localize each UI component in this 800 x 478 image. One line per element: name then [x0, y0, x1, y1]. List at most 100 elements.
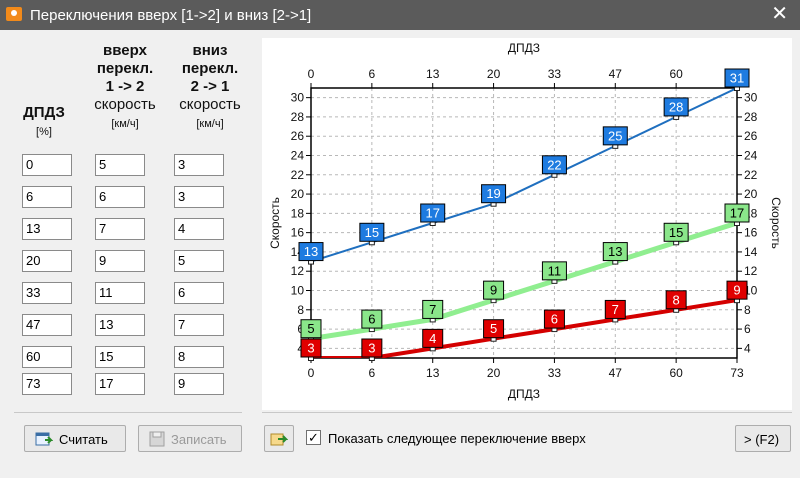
- up-header-line4: скорость: [94, 96, 156, 113]
- down-speed-cell[interactable]: 4: [174, 218, 224, 240]
- up-speed-cell[interactable]: 9: [95, 250, 145, 272]
- data-label-box: [481, 184, 507, 204]
- data-label: 5: [307, 321, 314, 336]
- up-speed-cell[interactable]: 7: [95, 218, 145, 240]
- down-speed-cell[interactable]: 9: [174, 373, 224, 395]
- data-label-box: [724, 68, 750, 88]
- data-label: 5: [490, 321, 497, 336]
- dpdz-cell[interactable]: 13: [22, 218, 72, 240]
- dpdz-cell[interactable]: 73: [22, 373, 72, 395]
- up-speed-cell[interactable]: 15: [95, 346, 145, 368]
- up-speed-cell[interactable]: 6: [95, 186, 145, 208]
- dpdz-header-label: ДПДЗ: [23, 104, 65, 121]
- calculate-button[interactable]: Считать: [24, 425, 126, 452]
- data-label: 9: [490, 283, 497, 298]
- data-label-box: [483, 280, 505, 300]
- save-icon: [149, 431, 165, 447]
- x-tick-label-top: 13: [426, 67, 440, 81]
- data-label-box: [422, 299, 444, 319]
- export-icon: [270, 433, 288, 446]
- y-tick-label-left: 22: [291, 168, 305, 182]
- data-label: 7: [612, 302, 619, 317]
- shift-chart: 0066131320203333474760607373446688101012…: [262, 38, 792, 410]
- data-label-box: [298, 242, 324, 262]
- close-icon[interactable]: ✕: [771, 3, 788, 25]
- dpdz-cell[interactable]: 0: [22, 154, 72, 176]
- separator: [262, 412, 792, 413]
- title-bar: Переключения вверх [1->2] и вниз [2->1] …: [0, 0, 800, 30]
- dpdz-cell[interactable]: 20: [22, 250, 72, 272]
- y-tick-label-left: 20: [291, 187, 305, 201]
- up-header-line2: перекл.: [96, 60, 154, 77]
- down-unit: [км/ч]: [196, 118, 224, 130]
- x-tick-label-top: 47: [609, 67, 623, 81]
- export-button[interactable]: [264, 425, 294, 452]
- data-label-box: [359, 222, 385, 242]
- data-label: 15: [669, 225, 683, 240]
- down-speed-cell[interactable]: 3: [174, 154, 224, 176]
- y-tick-label-left: 12: [291, 264, 305, 278]
- x-tick-label-bottom: 13: [426, 366, 440, 380]
- dpdz-unit: [%]: [36, 126, 52, 138]
- x-tick-label-bottom: 0: [308, 366, 315, 380]
- y-tick-label-right: 26: [744, 129, 758, 143]
- y-tick-label-right: 20: [744, 187, 758, 201]
- data-label: 31: [730, 71, 744, 86]
- data-label: 3: [368, 341, 375, 356]
- data-label: 28: [669, 99, 683, 114]
- data-label: 9: [733, 283, 740, 298]
- down-header-line3: 2 -> 1: [190, 78, 230, 95]
- y-tick-label-left: 26: [291, 129, 305, 143]
- data-label: 13: [304, 244, 318, 259]
- data-label-box: [724, 203, 750, 223]
- up-speed-cell[interactable]: 17: [95, 373, 145, 395]
- down-speed-cell[interactable]: 6: [174, 282, 224, 304]
- chart-background: [262, 38, 792, 410]
- data-label: 11: [548, 263, 562, 278]
- y-tick-label-left: 18: [291, 206, 305, 220]
- x-tick-label-bottom: 20: [487, 366, 501, 380]
- y-tick-label-right: 14: [744, 245, 758, 259]
- data-label: 19: [486, 186, 500, 201]
- data-label-box: [422, 328, 444, 348]
- up-speed-cell[interactable]: 5: [95, 154, 145, 176]
- next-button[interactable]: > (F2): [735, 425, 791, 452]
- y-tick-label-right: 8: [744, 303, 751, 317]
- down-speed-cell[interactable]: 8: [174, 346, 224, 368]
- down-speed-cell[interactable]: 5: [174, 250, 224, 272]
- x-tick-label-bottom: 6: [369, 366, 376, 380]
- up-speed-cell[interactable]: 11: [95, 282, 145, 304]
- y-tick-label-left: 10: [291, 284, 305, 298]
- data-label-box: [420, 203, 446, 223]
- x-tick-label-top: 0: [308, 67, 315, 81]
- down-speed-cell[interactable]: 3: [174, 186, 224, 208]
- x-axis-title-top: ДПДЗ: [508, 41, 540, 55]
- dpdz-cell[interactable]: 33: [22, 282, 72, 304]
- data-label-box: [483, 319, 505, 339]
- dpdz-cell[interactable]: 47: [22, 314, 72, 336]
- y-axis-title-right: Скорость: [769, 197, 783, 249]
- data-label-box: [300, 338, 322, 358]
- up-shift-header: вверх перекл. 1 -> 2 скорость [км/ч]: [82, 42, 168, 133]
- data-label: 8: [673, 292, 680, 307]
- y-tick-label-right: 16: [744, 226, 758, 240]
- data-label: 25: [608, 128, 622, 143]
- dpdz-cell[interactable]: 6: [22, 186, 72, 208]
- show-next-label: Показать следующее переключение вверх: [328, 431, 586, 446]
- down-header-line4: скорость: [179, 96, 241, 113]
- up-speed-cell[interactable]: 13: [95, 314, 145, 336]
- data-label: 22: [547, 157, 561, 172]
- data-label: 17: [425, 206, 439, 221]
- write-button[interactable]: Записать: [138, 425, 242, 452]
- y-tick-label-left: 30: [291, 91, 305, 105]
- data-label-box: [361, 309, 383, 329]
- show-next-checkbox[interactable]: ✓: [306, 430, 321, 445]
- dpdz-cell[interactable]: 60: [22, 346, 72, 368]
- window-title: Переключения вверх [1->2] и вниз [2->1]: [30, 7, 312, 24]
- y-tick-label-left: 8: [297, 303, 304, 317]
- down-speed-cell[interactable]: 7: [174, 314, 224, 336]
- x-tick-label-top: 6: [369, 67, 376, 81]
- data-label: 7: [429, 302, 436, 317]
- data-label: 3: [307, 341, 314, 356]
- data-label-box: [604, 299, 626, 319]
